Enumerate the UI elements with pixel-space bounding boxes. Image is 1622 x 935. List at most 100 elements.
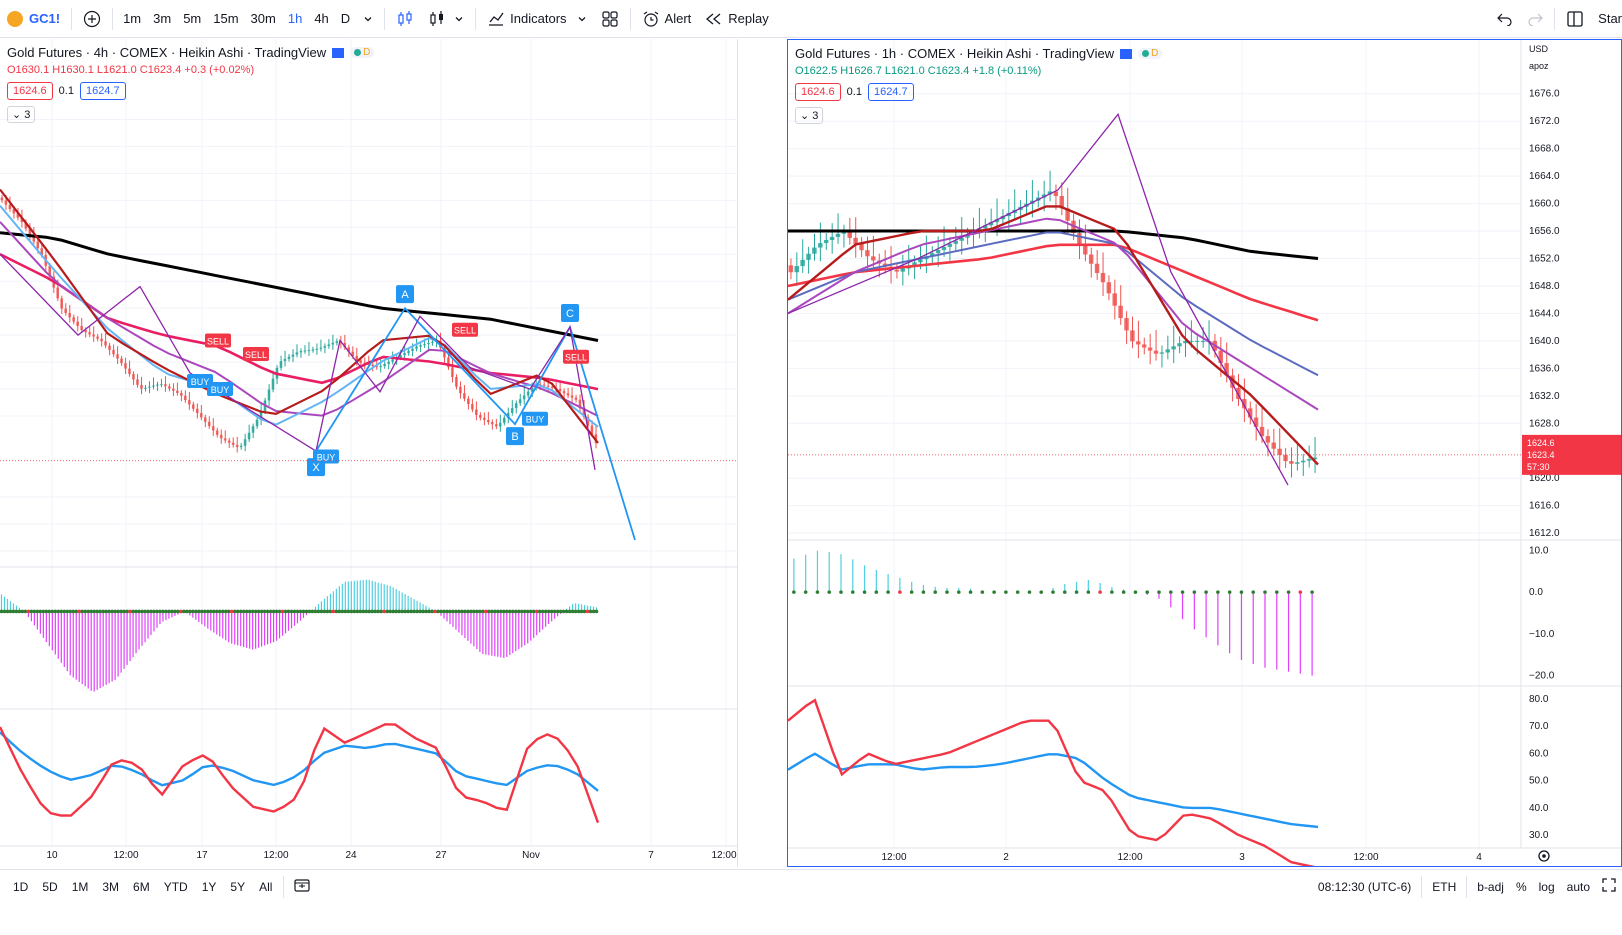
- candle-body: [76, 321, 79, 326]
- alert-button[interactable]: Alert: [635, 0, 699, 38]
- osc-zero-dot: [585, 609, 590, 614]
- range-list: 1D 5D 1M 3M 6M YTD 1Y 5Y All: [0, 880, 279, 894]
- candle-body: [415, 346, 418, 349]
- time-tick-label: 12:00: [1117, 852, 1142, 863]
- symbol-search-button[interactable]: GC1!: [0, 0, 67, 38]
- candle-body: [894, 269, 900, 272]
- osc-zero-dot: [5, 609, 10, 614]
- interval-15m[interactable]: 15m: [213, 11, 239, 26]
- flag-icon[interactable]: [332, 47, 345, 58]
- settings-gear-icon[interactable]: [1538, 850, 1550, 862]
- candle-body: [255, 419, 259, 427]
- osc-zero-dot: [1157, 590, 1161, 594]
- interval-1m[interactable]: 1m: [123, 11, 142, 26]
- fullscreen-button[interactable]: [1596, 878, 1622, 895]
- replay-button[interactable]: Replay: [698, 0, 775, 38]
- interval-dropdown[interactable]: [356, 0, 380, 38]
- toolbar-divider: [1554, 7, 1556, 30]
- templates-button[interactable]: [594, 0, 626, 38]
- range-ytd[interactable]: YTD: [163, 879, 188, 894]
- flag-icon[interactable]: [1120, 48, 1133, 59]
- osc-zero-dot: [214, 609, 219, 614]
- percent-scale-button[interactable]: %: [1515, 879, 1527, 894]
- redo-button[interactable]: [1520, 0, 1550, 38]
- osc-zero-dot: [104, 609, 108, 614]
- candle-body: [215, 430, 219, 435]
- osc-zero-dot: [502, 609, 506, 614]
- log-scale-button[interactable]: log: [1538, 879, 1555, 894]
- layout-button[interactable]: [1559, 0, 1591, 38]
- osc-zero-dot: [208, 609, 213, 614]
- legend-collapse-button[interactable]: ⌄ 3: [795, 107, 824, 124]
- osc-zero-dot: [1286, 590, 1291, 594]
- buy-price-button[interactable]: 1624.7: [79, 82, 126, 100]
- osc-zero-dot: [1062, 590, 1067, 594]
- candle-body: [211, 426, 215, 431]
- sell-price-button[interactable]: 1624.6: [795, 83, 841, 101]
- osc-zero-dot: [8, 609, 13, 614]
- range-1d[interactable]: 1D: [13, 879, 29, 894]
- left-ohlc: O1630.1 H1630.1 L1621.0 C1623.4 +0.3 (+0…: [7, 64, 255, 76]
- compare-symbol-button[interactable]: [76, 0, 108, 38]
- candle-body: [479, 414, 482, 418]
- interval-30m[interactable]: 30m: [250, 11, 276, 26]
- candle-body: [1271, 442, 1276, 449]
- chart-style-button[interactable]: [421, 0, 471, 38]
- time-tick-label: 24: [345, 850, 357, 861]
- indicators-button[interactable]: Indicators: [480, 0, 593, 38]
- range-6m[interactable]: 6M: [133, 879, 150, 894]
- candle-body: [451, 367, 454, 378]
- auto-scale-button[interactable]: auto: [1566, 879, 1590, 894]
- clock-timezone-button[interactable]: 08:12:30 (UTC-6): [1317, 879, 1412, 894]
- interval-5m[interactable]: 5m: [183, 11, 202, 26]
- candle-body: [247, 432, 251, 440]
- interval-3m[interactable]: 3m: [153, 11, 172, 26]
- left-chart-pane[interactable]: Gold Futures · 4h · COMEX · Heikin Ashi …: [0, 39, 738, 867]
- osc-zero-dot: [307, 609, 312, 614]
- range-5y[interactable]: 5Y: [230, 879, 246, 894]
- rsi-tick-label: 40.0: [1529, 803, 1549, 814]
- osc-zero-dot: [110, 609, 114, 614]
- buy-price-button[interactable]: 1624.7: [867, 83, 914, 101]
- right-chart-pane[interactable]: Gold Futures · 1h · COMEX · Heikin Ashi …: [787, 39, 1622, 867]
- pattern-label: A: [401, 289, 409, 301]
- interval-d[interactable]: D: [340, 11, 351, 26]
- calendar-range-icon: [294, 879, 311, 892]
- date-range-button[interactable]: [288, 878, 316, 895]
- toolbar-divider: [1421, 875, 1423, 898]
- range-1m[interactable]: 1M: [71, 879, 89, 894]
- candle-body: [1141, 344, 1147, 348]
- undo-button[interactable]: [1490, 0, 1520, 38]
- range-3m[interactable]: 3M: [102, 879, 120, 894]
- osc-zero-dot: [558, 609, 563, 614]
- bar-type-heikin-button[interactable]: [389, 0, 421, 38]
- right-chart-canvas[interactable]: 1676.0 1672.0 1668.0 1664.0 1660.0 1656.0 1652…: [788, 40, 1621, 866]
- interval-1h[interactable]: 1h: [287, 11, 303, 26]
- osc-zero-dot: [170, 609, 174, 614]
- osc-zero-dot: [442, 609, 446, 614]
- osc-zero-dot: [454, 609, 458, 614]
- range-5d[interactable]: 5D: [42, 879, 58, 894]
- osc-zero-dot: [909, 590, 914, 594]
- osc-zero-dot: [594, 609, 599, 614]
- legend-collapse-button[interactable]: ⌄ 3: [7, 106, 36, 123]
- left-chart-canvas[interactable]: 1750.01740.01730.01720.01710.01700.01690…: [0, 39, 738, 867]
- sell-price-button[interactable]: 1624.6: [7, 82, 53, 100]
- candle-body: [423, 344, 426, 346]
- adjust-button[interactable]: b-adj: [1477, 879, 1504, 894]
- osc-zero-dot: [579, 609, 584, 614]
- session-button[interactable]: ETH: [1432, 879, 1457, 894]
- osc-zero-dot: [226, 609, 231, 614]
- osc-zero-dot: [980, 590, 985, 594]
- sell-signal-label: SELL: [207, 337, 229, 347]
- time-tick-label: 12:00: [113, 850, 138, 861]
- candle-body: [128, 368, 131, 375]
- candle-body: [1247, 408, 1253, 418]
- interval-4h[interactable]: 4h: [314, 11, 329, 26]
- start-button[interactable]: Star: [1598, 11, 1622, 26]
- osc-zero-dot: [561, 609, 566, 614]
- candle-body: [929, 253, 935, 257]
- osc-zero-dot: [418, 609, 422, 614]
- range-all[interactable]: All: [259, 879, 273, 894]
- range-1y[interactable]: 1Y: [201, 879, 217, 894]
